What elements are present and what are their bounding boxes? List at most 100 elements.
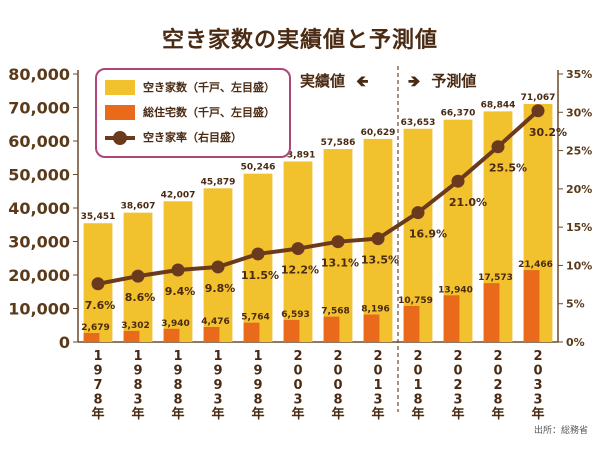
bar-housing — [123, 330, 140, 342]
bar-housing — [443, 295, 460, 342]
bar-vacant-label: 66,370 — [441, 109, 476, 119]
rate-label: 11.5% — [241, 269, 279, 282]
bar-housing-label: 3,940 — [161, 319, 189, 329]
bar-housing — [403, 305, 420, 342]
bar-vacant-label: 57,586 — [321, 138, 356, 148]
y-right-tick-label: 30% — [566, 106, 592, 119]
rate-label: 16.9% — [409, 228, 447, 241]
legend-label-vacant: 空き家数（千戸、左目盛） — [143, 81, 275, 94]
bar-housing-label: 7,568 — [321, 307, 349, 317]
phase-forecast-text: 予測値 — [431, 72, 477, 90]
rate-label: 12.2% — [281, 264, 319, 277]
bar-vacant-label: 45,879 — [201, 177, 236, 187]
bar-housing-label: 6,593 — [281, 310, 309, 320]
y-left-tick-label: 20,000 — [8, 266, 70, 285]
rate-label: 25.5% — [489, 162, 527, 175]
bar-vacant-label: 53,891 — [281, 150, 316, 160]
phase-forecast-label: 🡺 予測値 — [408, 70, 476, 96]
y-right-tick-label: 0% — [566, 336, 585, 349]
bar-vacant-label: 63,653 — [401, 118, 436, 128]
legend-item-rate: 空き家率（右目盛） — [105, 128, 242, 146]
rate-label: 8.6% — [125, 291, 156, 304]
y-left-tick-label: 30,000 — [8, 233, 70, 252]
rate-point — [131, 269, 145, 283]
y-left-tick-label: 60,000 — [8, 132, 70, 151]
bar-housing — [83, 333, 100, 342]
rate-label: 13.5% — [361, 254, 399, 267]
rate-label: 9.4% — [165, 285, 196, 298]
y-left-tick-label: 0 — [59, 333, 70, 352]
rate-point — [91, 277, 105, 291]
source-note: 出所：総務省 — [533, 426, 588, 436]
bar-vacant-label: 60,629 — [361, 128, 396, 138]
y-right-tick-label: 25% — [566, 145, 592, 158]
rate-point — [291, 242, 305, 256]
bar-housing — [483, 283, 500, 342]
bar-housing-label: 10,759 — [398, 296, 433, 306]
legend-swatch-vacant — [105, 79, 135, 95]
legend-item-vacant: 空き家数（千戸、左目盛） — [105, 78, 275, 96]
bar-housing-label: 3,302 — [121, 321, 149, 331]
rate-label: 30.2% — [529, 126, 567, 139]
y-left-tick-label: 70,000 — [8, 99, 70, 118]
bar-housing — [243, 322, 260, 342]
legend-swatch-rate — [105, 130, 135, 145]
bar-vacant-label: 35,451 — [81, 212, 116, 222]
rate-label: 9.8% — [205, 282, 236, 295]
bar-housing-label: 5,764 — [241, 313, 269, 323]
bar-housing — [283, 319, 300, 342]
y-right-tick-label: 10% — [566, 259, 592, 272]
rate-point — [171, 263, 185, 277]
bar-housing-label: 13,940 — [438, 285, 473, 295]
bar-housing-label: 4,476 — [201, 317, 229, 327]
legend-swatch-housing — [105, 104, 135, 120]
legend-label-housing: 総住宅数（千戸、左目盛） — [143, 106, 275, 119]
bar-housing-label: 2,679 — [81, 323, 109, 333]
bar-vacant-label: 42,007 — [161, 190, 196, 200]
bar-housing-label: 17,573 — [478, 273, 513, 283]
rate-point — [531, 104, 545, 118]
rate-label: 21.0% — [449, 196, 487, 209]
rate-point — [371, 232, 385, 246]
y-right-tick-label: 15% — [566, 221, 592, 234]
rate-point — [211, 260, 225, 274]
rate-point — [451, 174, 465, 188]
arrow-left-icon: 🡸 — [356, 72, 369, 90]
legend-item-housing: 総住宅数（千戸、左目盛） — [105, 103, 275, 121]
chart-title: 空き家数の実績値と予測値 — [161, 28, 438, 53]
legend-label-rate: 空き家率（右目盛） — [143, 131, 242, 144]
bar-vacant-label: 50,246 — [241, 163, 276, 173]
bar-housing — [523, 270, 540, 342]
bar-housing — [203, 327, 220, 342]
y-left-tick-label: 50,000 — [8, 166, 70, 185]
bar-housing — [323, 316, 340, 342]
rate-point — [251, 247, 265, 261]
bar-vacant-label: 71,067 — [521, 93, 556, 103]
bar-housing-label: 8,196 — [361, 305, 389, 315]
bar-housing — [163, 328, 180, 342]
bar-vacant-label: 68,844 — [481, 100, 516, 110]
legend: 空き家数（千戸、左目盛） 総住宅数（千戸、左目盛） 空き家率（右目盛） — [95, 68, 291, 158]
y-right-tick-label: 20% — [566, 183, 592, 196]
phase-actual-label: 実績値 🡸 — [300, 70, 368, 96]
y-right-tick-label: 35% — [566, 68, 592, 81]
y-left-tick-label: 40,000 — [8, 199, 70, 218]
phase-actual-text: 実績値 — [300, 72, 346, 90]
rate-point — [491, 140, 505, 154]
bar-housing — [363, 314, 380, 342]
rate-point — [331, 235, 345, 249]
rate-line — [97, 109, 540, 286]
bar-vacant-label: 38,607 — [121, 202, 156, 212]
y-left-tick-label: 80,000 — [8, 65, 70, 84]
